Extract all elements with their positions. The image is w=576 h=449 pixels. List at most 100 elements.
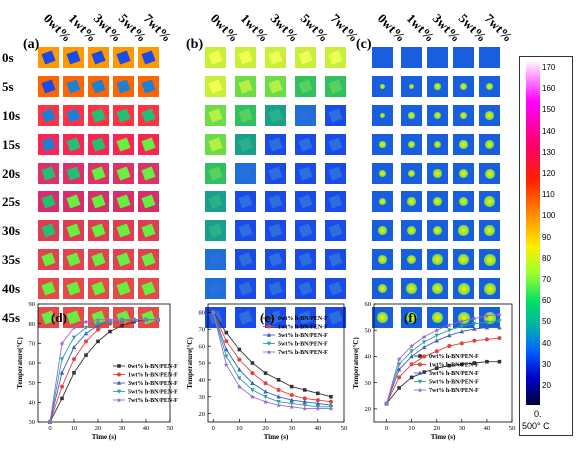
thermal-cell (138, 278, 159, 299)
data-point (59, 370, 65, 375)
data-point (116, 397, 122, 403)
heat-spot (484, 139, 495, 150)
sample-square (238, 194, 253, 209)
concentration-header: 1wt% (403, 10, 438, 45)
colorbar-max: 500° C (522, 421, 550, 431)
colorbar-tick: 50 (542, 317, 551, 327)
thermal-cell (325, 278, 346, 299)
concentration-header: 1wt% (237, 10, 272, 45)
thermal-cell (401, 163, 422, 184)
data-point (418, 354, 422, 358)
data-point (83, 325, 89, 330)
thermal-cell (479, 163, 500, 184)
sample-square (41, 137, 56, 152)
data-point (117, 364, 121, 368)
x-tick-label: 30 (459, 425, 466, 432)
data-point (459, 318, 465, 324)
series-line (212, 312, 331, 408)
y-tick-label: 40 (365, 354, 372, 361)
y-axis-label: Temperature(°C) (186, 337, 194, 389)
data-point (418, 362, 422, 367)
heat-spot (483, 282, 496, 295)
thermal-cell (138, 76, 159, 97)
heat-spot (459, 111, 468, 120)
sample-square (116, 281, 131, 296)
data-point (107, 317, 113, 323)
y-tick-label: 30 (199, 394, 206, 401)
time-label: 30s (2, 223, 21, 238)
time-label: 25s (2, 194, 21, 209)
thermal-cell (88, 76, 109, 97)
thermal-cell (295, 191, 316, 212)
sample-square (238, 50, 253, 65)
sample-square (141, 50, 156, 65)
data-point (447, 363, 452, 368)
data-point (263, 399, 268, 405)
data-point (276, 394, 281, 399)
data-point (397, 386, 401, 390)
heat-spot (457, 282, 470, 295)
heat-spot (457, 253, 470, 266)
data-point (250, 380, 255, 386)
series-line (386, 337, 500, 404)
thermal-cell (88, 134, 109, 155)
sample-square (91, 166, 106, 181)
thermal-cell (295, 134, 316, 155)
heat-spot (485, 82, 494, 91)
x-tick-label: 30 (119, 425, 126, 432)
heat-spot (458, 225, 469, 236)
sample-square (116, 223, 131, 238)
data-point (315, 398, 320, 403)
thermal-cell (113, 249, 134, 270)
time-label: 40s (2, 281, 21, 296)
heat-spot (407, 197, 416, 206)
colorbar-tick: 90 (542, 232, 551, 242)
thermal-cell (88, 47, 109, 68)
thermal-cell (453, 220, 474, 241)
series-line (49, 319, 158, 423)
data-point (434, 333, 439, 338)
sample-square (141, 223, 156, 238)
data-point (117, 372, 121, 377)
panel-label-a: (a) (23, 37, 40, 52)
colorbar-tick: 30 (542, 359, 551, 369)
data-point (417, 379, 423, 384)
data-point (237, 347, 242, 352)
concentration-header: 0wt% (207, 10, 242, 45)
thermal-cell (479, 220, 500, 241)
time-label: 5s (2, 79, 14, 94)
thermal-cell (427, 47, 448, 68)
data-point (155, 317, 161, 323)
thermal-cell (205, 163, 226, 184)
data-point (497, 325, 502, 330)
thermal-cell (38, 220, 59, 241)
sample-square (41, 223, 56, 238)
thermal-cell (138, 191, 159, 212)
thermal-cell (113, 191, 134, 212)
thermal-cell (235, 47, 256, 68)
thermal-cell (113, 278, 134, 299)
colorbar-tick: 120 (542, 169, 556, 178)
heat-spot (378, 255, 387, 264)
legend-entry: 1wt% h-BN/PEN-F (429, 363, 479, 369)
thermal-cell (453, 163, 474, 184)
x-axis-label: Time (s) (431, 433, 456, 441)
x-tick-label: 0 (48, 425, 51, 432)
thermal-cell (38, 249, 59, 270)
thermal-cell (265, 163, 286, 184)
thermal-cell (479, 134, 500, 155)
x-tick-label: 50 (509, 425, 516, 432)
thermal-cell (479, 76, 500, 97)
thermal-cell (479, 249, 500, 270)
concentration-header: 3wt% (267, 10, 302, 45)
thermal-cell (235, 307, 256, 328)
thermal-cell (479, 278, 500, 299)
thermal-cell (453, 134, 474, 155)
thermal-cell (38, 307, 59, 328)
data-point (71, 335, 77, 340)
heat-spot (405, 311, 418, 324)
thermal-cell (372, 134, 393, 155)
data-point (484, 320, 490, 325)
data-point (108, 329, 112, 334)
sample-square (208, 79, 223, 94)
